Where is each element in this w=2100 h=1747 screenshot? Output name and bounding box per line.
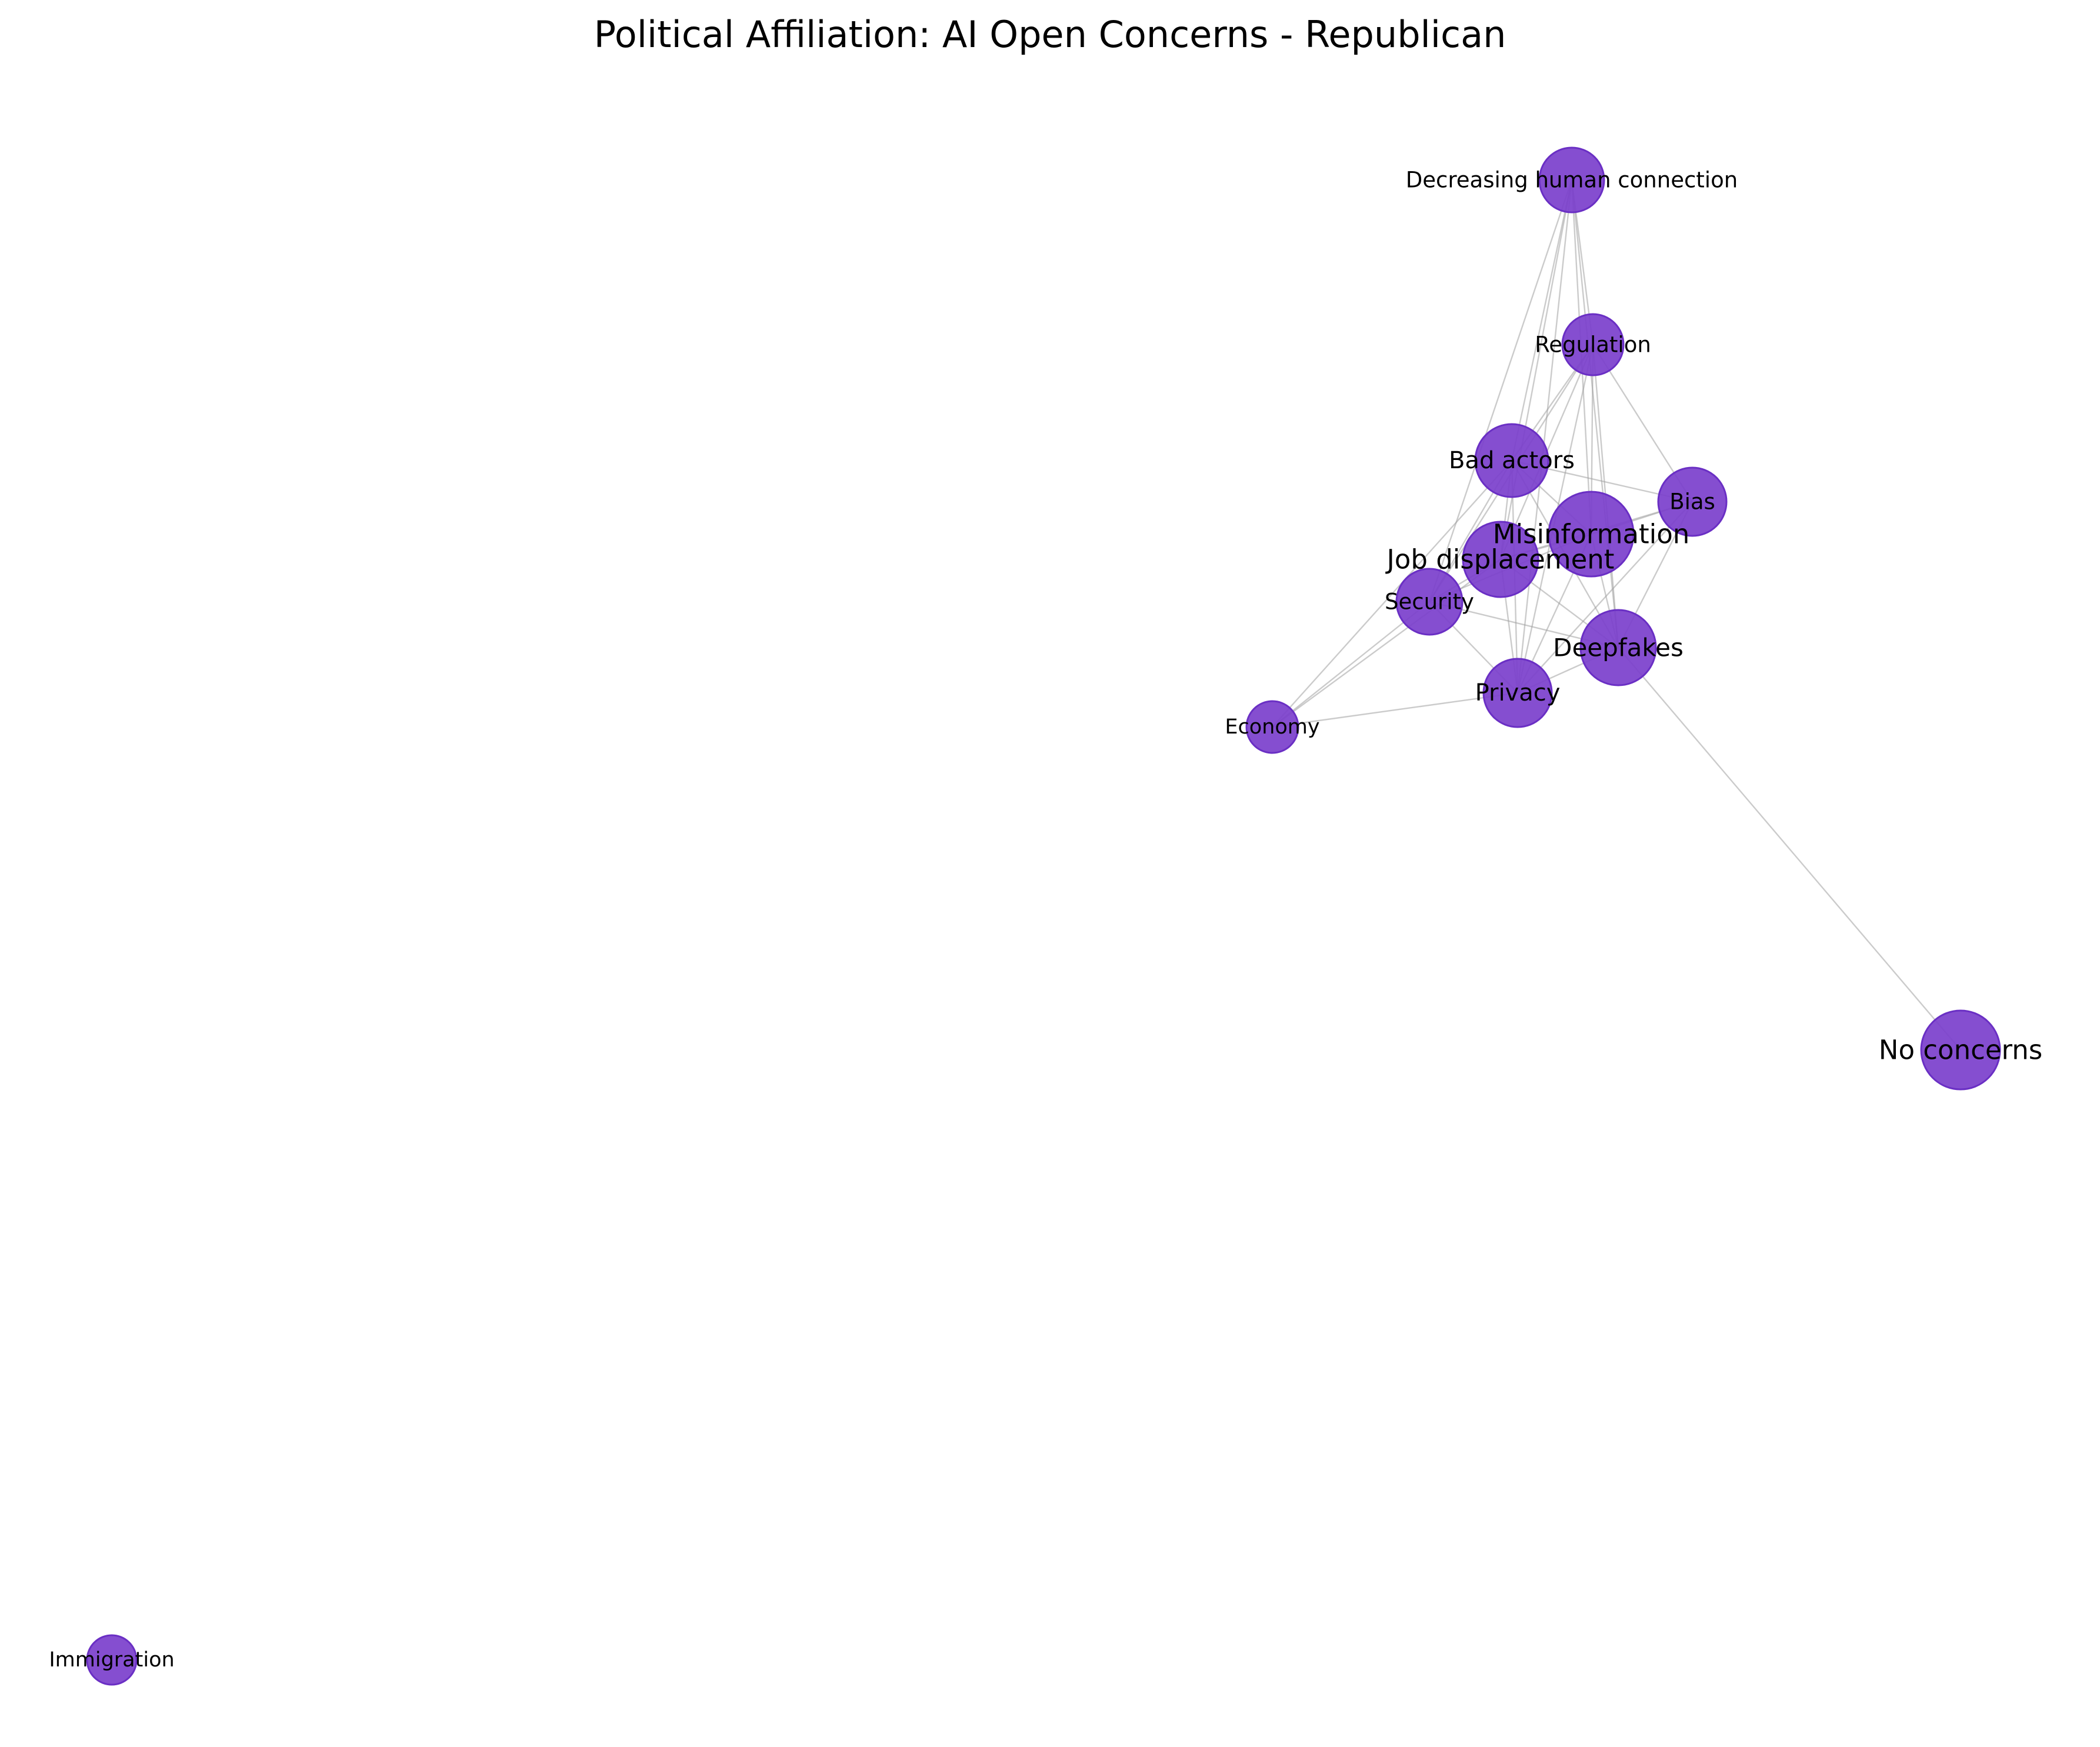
edge-job_displacement-economy: [1272, 559, 1501, 728]
node-job-displacement: [1462, 521, 1539, 598]
node-label-privacy: Privacy: [1475, 679, 1561, 706]
node-immigration: [86, 1634, 138, 1686]
node-label-economy: Economy: [1225, 715, 1319, 739]
node-privacy: [1482, 658, 1553, 728]
edge-bad_actors-economy: [1272, 460, 1512, 728]
node-regulation: [1561, 313, 1625, 376]
node-label-job-displacement: Job displacement: [1385, 544, 1615, 575]
edge-decreasing-bad_actors: [1511, 179, 1573, 461]
node-economy: [1245, 700, 1299, 754]
edge-bias-privacy: [1517, 501, 1693, 694]
edge-decreasing-privacy: [1516, 179, 1573, 694]
node-label-misinformation: Misinformation: [1493, 519, 1690, 550]
edge-privacy-economy: [1272, 692, 1518, 728]
node-label-regulation: Regulation: [1535, 332, 1651, 358]
node-deepfakes: [1579, 609, 1657, 686]
edge-decreasing-security: [1428, 179, 1573, 602]
edge-deepfakes-no_concerns: [1618, 647, 1961, 1051]
labels-layer: Decreasing human connection Regulation Bad…: [49, 168, 2042, 1672]
node-no-concerns: [1920, 1009, 2001, 1091]
node-bad-actors: [1474, 423, 1549, 498]
node-security: [1395, 568, 1464, 636]
node-label-immigration: Immigration: [49, 1648, 174, 1672]
node-label-bias: Bias: [1669, 489, 1715, 515]
node-decreasing: [1538, 146, 1605, 214]
node-label-decreasing: Decreasing human connection: [1406, 168, 1738, 193]
nodes-layer: [86, 146, 2001, 1686]
node-misinformation: [1548, 491, 1635, 578]
chart-title: Political Affiliation: AI Open Concerns …: [594, 13, 1506, 56]
node-label-security: Security: [1385, 589, 1474, 615]
node-label-bad-actors: Bad actors: [1449, 447, 1575, 474]
node-label-deepfakes: Deepfakes: [1553, 634, 1684, 662]
node-bias: [1657, 466, 1728, 537]
node-label-no-concerns: No concerns: [1879, 1035, 2042, 1066]
